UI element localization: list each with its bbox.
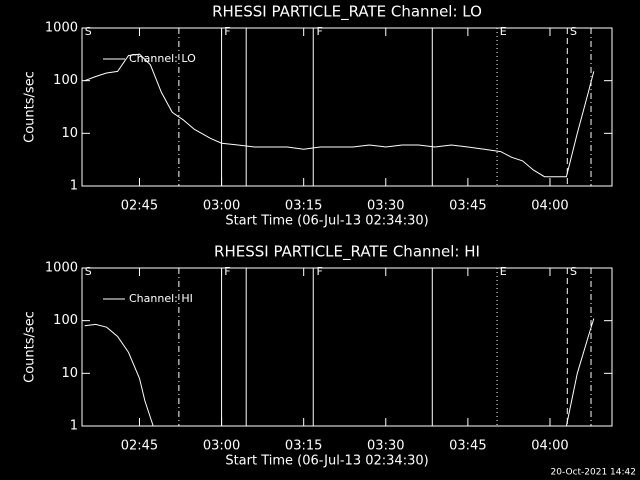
legend-label: Channel: LO (129, 52, 196, 65)
event-flag: F (316, 265, 322, 278)
event-flag: E (500, 25, 507, 38)
x-tick-label: 03:45 (449, 439, 486, 454)
y-tick-label: 1000 (45, 21, 78, 36)
event-flag: S (570, 25, 577, 38)
chart-title: RHESSI PARTICLE_RATE Channel: LO (212, 3, 482, 22)
x-tick-label: 03:30 (367, 199, 404, 214)
event-flag: E (500, 265, 507, 278)
y-axis-label: Counts/sec (23, 311, 38, 383)
event-flag: F (316, 25, 322, 38)
footer: 20-Oct-2021 14:42 (551, 468, 636, 478)
event-flag: F (224, 265, 230, 278)
data-line (84, 53, 595, 178)
event-flag: S (85, 265, 92, 278)
y-tick-label: 100 (53, 313, 78, 328)
chart-title: RHESSI PARTICLE_RATE Channel: HI (214, 243, 480, 262)
y-tick-label: 100 (53, 73, 78, 88)
y-tick-label: 10 (61, 126, 78, 141)
x-tick-label: 03:45 (449, 199, 486, 214)
x-tick-label: 03:15 (285, 439, 322, 454)
y-tick-label: 10 (61, 366, 78, 381)
legend-label: Channel: HI (129, 292, 193, 305)
y-axis-label: Counts/sec (23, 71, 38, 143)
x-axis-label: Start Time (06-Jul-13 02:34:30) (225, 214, 428, 229)
x-tick-label: 04:00 (531, 199, 568, 214)
x-tick-label: 03:00 (203, 439, 240, 454)
data-line (84, 318, 595, 427)
event-flag: S (85, 25, 92, 38)
x-tick-label: 03:30 (367, 439, 404, 454)
x-tick-label: 02:45 (121, 439, 158, 454)
x-tick-label: 04:00 (531, 439, 568, 454)
y-tick-label: 1 (70, 179, 78, 194)
x-tick-label: 02:45 (121, 199, 158, 214)
x-axis-label: Start Time (06-Jul-13 02:34:30) (225, 454, 428, 469)
x-tick-label: 03:00 (203, 199, 240, 214)
event-flag: F (224, 25, 230, 38)
plot-frame (81, 27, 613, 187)
y-tick-label: 1 (70, 419, 78, 434)
event-flag: S (570, 265, 577, 278)
plot-frame (81, 267, 613, 427)
y-tick-label: 1000 (45, 261, 78, 276)
x-tick-label: 03:15 (285, 199, 322, 214)
